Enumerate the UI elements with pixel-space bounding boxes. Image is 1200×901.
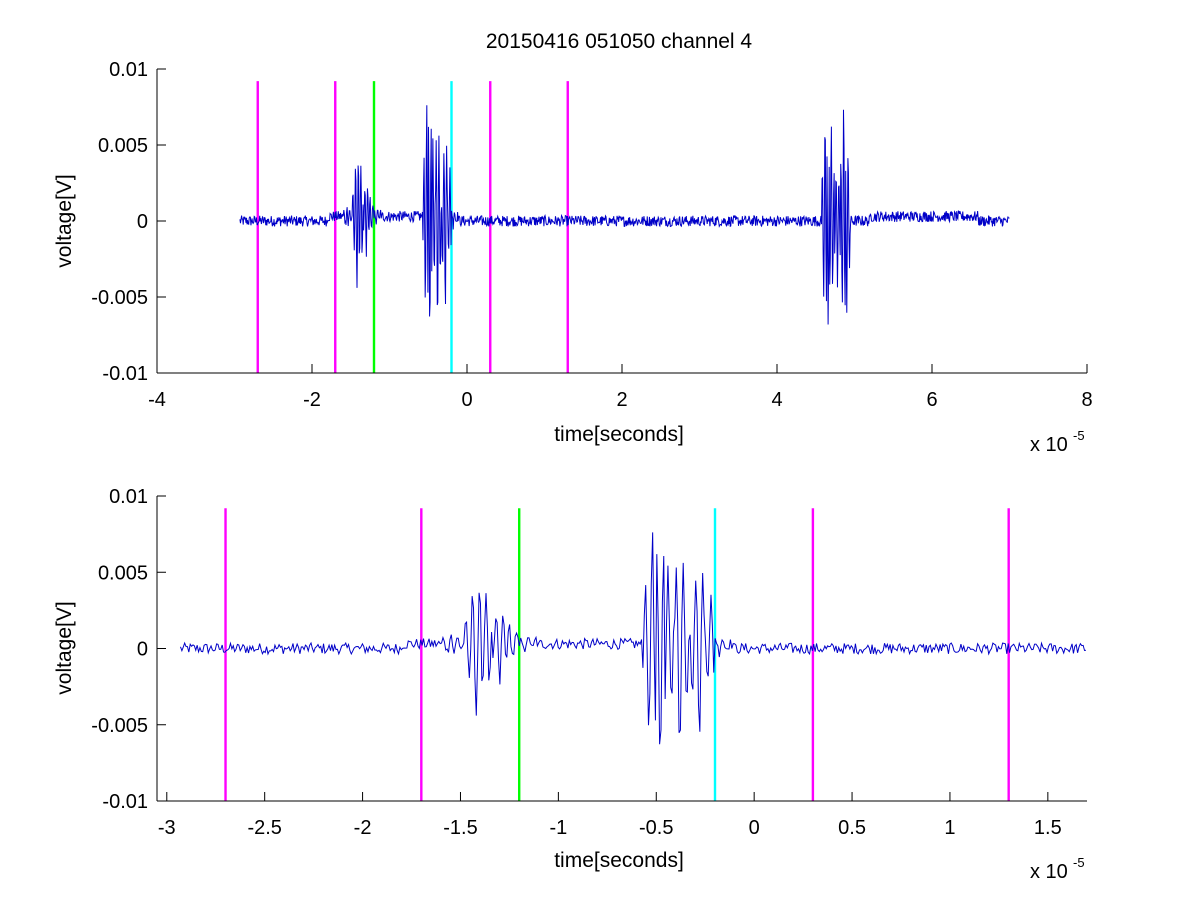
bottom-x-exponent-base: x 10 (1030, 861, 1068, 883)
x-tick-label-8: 1 (944, 817, 955, 839)
top-signal-series (239, 105, 1010, 325)
x-tick-label-3: -1.5 (443, 817, 477, 839)
bottom-x-exponent: x 10 (1030, 861, 1068, 883)
x-tick-label-4: 4 (771, 389, 782, 411)
y-tick-label-0: -0.01 (102, 363, 148, 385)
y-tick-label-4: 0.01 (109, 59, 148, 81)
top-x-exponent: x 10 (1030, 434, 1068, 456)
x-tick-label-6: 8 (1081, 389, 1092, 411)
y-tick-label-2: 0 (137, 211, 148, 233)
x-tick-label-1: -2 (303, 389, 321, 411)
x-tick-label-7: 0.5 (838, 817, 866, 839)
bottom-y-axis-title: voltage[V] (53, 601, 76, 694)
bottom-plot-panel: -3 -2.5 -2 -1.5 -1 -0.5 0 0.5 1 1.5 -0.01 -0.005 0 0.… (53, 486, 1087, 883)
top-x-exponent-power: -5 (1073, 428, 1085, 443)
y-tick-label-3: 0.005 (98, 562, 148, 584)
x-tick-label-5: -0.5 (639, 817, 673, 839)
y-tick-label-1: -0.005 (91, 287, 148, 309)
x-tick-label-2: -2 (354, 817, 372, 839)
x-tick-label-9: 1.5 (1034, 817, 1062, 839)
y-tick-label-0: -0.01 (102, 791, 148, 813)
top-y-axis-title: voltage[V] (53, 174, 76, 267)
top-plot-panel: -4 -2 0 2 4 6 8 -0.01 -0.005 0 0.005 0.01 time[seco… (53, 59, 1093, 456)
y-tick-label-4: 0.01 (109, 486, 148, 508)
top-ticks: -4 -2 0 2 4 6 8 -0.01 -0.005 0 0.005 0.01 (91, 59, 1092, 411)
signal-trace-0 (239, 105, 1010, 325)
y-tick-label-1: -0.005 (91, 715, 148, 737)
x-tick-label-4: -1 (549, 817, 567, 839)
x-tick-label-5: 6 (926, 389, 937, 411)
x-tick-label-1: -2.5 (247, 817, 281, 839)
bottom-x-exponent-power: -5 (1073, 855, 1085, 870)
bottom-marker-lines (224, 508, 1010, 801)
x-tick-label-3: 2 (616, 389, 627, 411)
signal-trace-0 (180, 532, 1087, 745)
y-tick-label-2: 0 (137, 639, 148, 661)
figure-title: 20150416 051050 channel 4 (486, 30, 753, 53)
y-tick-label-3: 0.005 (98, 135, 148, 157)
bottom-ticks: -3 -2.5 -2 -1.5 -1 -0.5 0 0.5 1 1.5 -0.01 -0.005 0 0.… (91, 486, 1061, 839)
x-tick-label-0: -3 (158, 817, 176, 839)
bottom-x-axis-title: time[seconds] (554, 849, 684, 872)
x-tick-label-6: 0 (749, 817, 760, 839)
bottom-signal-series (180, 532, 1087, 745)
top-x-exponent-base: x 10 (1030, 434, 1068, 456)
x-tick-label-2: 0 (461, 389, 472, 411)
x-tick-label-0: -4 (148, 389, 166, 411)
top-x-axis-title: time[seconds] (554, 423, 684, 446)
